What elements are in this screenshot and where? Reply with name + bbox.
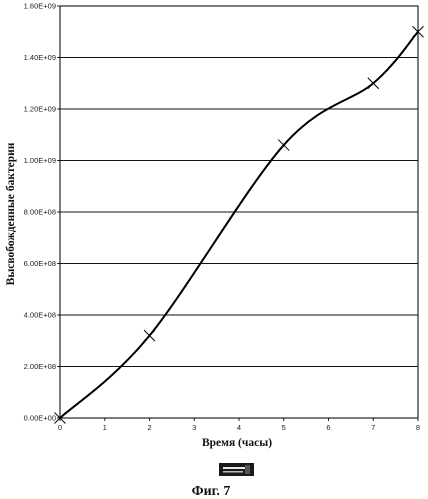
y-tick-label: 8.00E+08 bbox=[24, 208, 56, 217]
y-tick-label: 0.00E+00 bbox=[24, 414, 56, 423]
series-layer bbox=[60, 32, 418, 418]
x-tick-label: 6 bbox=[326, 423, 330, 432]
figure-caption: Фиг. 7 bbox=[192, 484, 231, 499]
data-point-marker bbox=[368, 78, 379, 89]
data-point-marker bbox=[278, 140, 289, 151]
y-axis-title: Высвобожденные бактерии bbox=[5, 142, 17, 285]
y-tick-label: 4.00E+08 bbox=[24, 311, 56, 320]
x-tick-label: 2 bbox=[147, 423, 151, 432]
y-tick-label: 2.00E+08 bbox=[24, 362, 56, 371]
y-tick-label: 1.60E+09 bbox=[24, 2, 56, 11]
x-tick-labels: 0 1 2 3 4 5 6 7 8 bbox=[58, 423, 420, 432]
y-tick-labels: 0.00E+00 2.00E+08 4.00E+08 6.00E+08 8.00E+08… bbox=[24, 2, 56, 423]
data-point-marker bbox=[144, 330, 155, 341]
grid-layer bbox=[60, 6, 418, 367]
y-tick-label: 1.40E+09 bbox=[24, 53, 56, 62]
series-line bbox=[60, 32, 418, 418]
marker-layer bbox=[55, 26, 424, 423]
stamp-icon bbox=[219, 463, 254, 476]
x-tick-label: 1 bbox=[103, 423, 107, 432]
x-tick-label: 5 bbox=[282, 423, 286, 432]
x-tick-label: 4 bbox=[237, 423, 241, 432]
y-tick-label: 1.00E+09 bbox=[24, 156, 56, 165]
x-tick-label: 8 bbox=[416, 423, 420, 432]
x-tick-label: 7 bbox=[371, 423, 375, 432]
axes-layer bbox=[57, 6, 418, 421]
x-tick-label: 0 bbox=[58, 423, 62, 432]
x-tick-label: 3 bbox=[192, 423, 196, 432]
y-tick-label: 1.20E+09 bbox=[24, 105, 56, 114]
y-tick-label: 6.00E+08 bbox=[24, 259, 56, 268]
x-axis-title: Время (часы) bbox=[202, 437, 272, 449]
